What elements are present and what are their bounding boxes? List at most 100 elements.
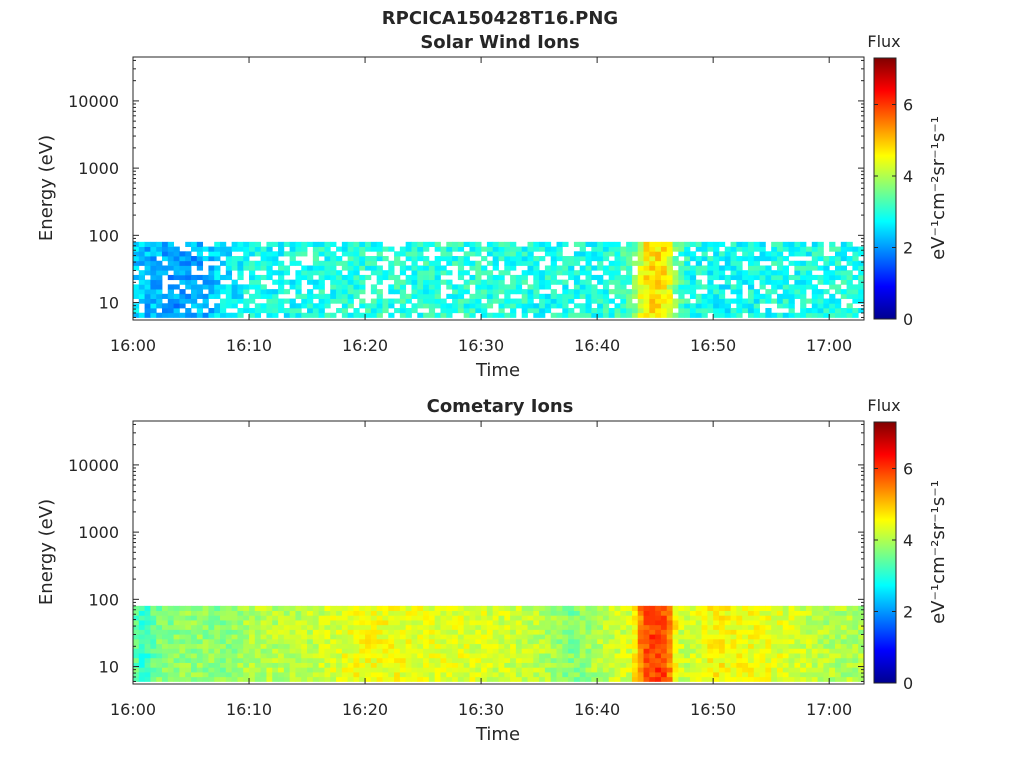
heatmap-cell	[463, 251, 470, 257]
heatmap-cell	[272, 279, 279, 285]
heatmap-cell	[318, 610, 325, 616]
heatmap-cell	[568, 638, 575, 645]
heatmap-cell	[614, 251, 621, 257]
heatmap-cell	[776, 638, 784, 645]
heatmap-cell	[301, 638, 308, 645]
heatmap-cell	[254, 274, 262, 281]
heatmap-cell	[249, 629, 256, 635]
heatmap-cell	[144, 246, 151, 252]
heatmap-cell	[591, 638, 598, 645]
heatmap-cell	[655, 251, 662, 257]
heatmap-cell	[394, 284, 401, 290]
heatmap-cell	[689, 643, 697, 649]
heatmap-cell	[208, 620, 215, 626]
heatmap-cell	[231, 289, 238, 295]
heatmap-cell	[701, 672, 708, 678]
heatmap-cell	[602, 289, 610, 295]
heatmap-cell	[318, 274, 325, 281]
heatmap-cell	[515, 303, 523, 309]
heatmap-cell	[579, 289, 586, 295]
heatmap-cell	[579, 662, 586, 668]
heatmap-cell	[695, 653, 702, 659]
heatmap-cell	[759, 662, 766, 668]
heatmap-cell	[440, 256, 447, 262]
heatmap-cell	[231, 629, 238, 635]
heatmap-cell	[336, 279, 343, 285]
heatmap-cell	[411, 624, 418, 630]
heatmap-cell	[220, 634, 227, 640]
heatmap-cell	[272, 643, 279, 649]
heatmap-cell	[527, 605, 534, 611]
figure-title: RPCICA150428T16.PNG	[382, 8, 618, 29]
heatmap-cell	[347, 638, 354, 645]
heatmap-cell	[295, 605, 302, 611]
heatmap-cell	[144, 634, 151, 640]
heatmap-cell	[684, 615, 691, 621]
heatmap-cell	[858, 293, 865, 299]
heatmap-cell	[550, 274, 557, 281]
heatmap-cell	[684, 312, 691, 318]
heatmap-cell	[510, 289, 517, 295]
heatmap-cell	[289, 615, 296, 621]
heatmap-cell	[179, 667, 186, 673]
heatmap-cell	[388, 672, 395, 678]
heatmap-cell	[666, 676, 673, 682]
heatmap-cell	[428, 624, 436, 630]
heatmap-cell	[713, 624, 720, 630]
heatmap-cell	[144, 303, 151, 309]
heatmap-cell	[475, 653, 482, 659]
heatmap-cell	[631, 653, 639, 659]
heatmap-cell	[144, 643, 151, 649]
heatmap-cell	[394, 615, 401, 621]
heatmap-cell	[765, 279, 772, 285]
heatmap-cell	[637, 648, 644, 654]
heatmap-cell	[289, 298, 296, 304]
heatmap-cell	[550, 648, 557, 654]
heatmap-cell	[510, 624, 517, 630]
heatmap-cell	[858, 629, 865, 635]
heatmap-cell	[249, 293, 256, 299]
heatmap-cell	[852, 605, 859, 611]
heatmap-cell	[411, 667, 418, 673]
heatmap-cell	[289, 260, 296, 266]
heatmap-cell	[411, 657, 418, 663]
heatmap-cell	[208, 246, 215, 252]
heatmap-cell	[278, 638, 285, 645]
heatmap-cell	[794, 246, 801, 252]
heatmap-cell	[266, 624, 273, 630]
heatmap-cell	[394, 662, 401, 668]
colorbar-tick-label: 0	[903, 310, 913, 329]
heatmap-cell	[220, 303, 227, 309]
heatmap-cell	[301, 667, 308, 673]
heatmap-cell	[695, 667, 702, 673]
heatmap-cell	[800, 629, 807, 635]
heatmap-cell	[782, 643, 789, 649]
heatmap-cell	[353, 274, 360, 281]
heatmap-cell	[527, 298, 534, 304]
heatmap-cell	[388, 312, 395, 318]
heatmap-cell	[457, 241, 465, 247]
heatmap-cell	[394, 260, 401, 266]
heatmap-cell	[179, 312, 186, 318]
heatmap-cell	[486, 246, 494, 252]
heatmap-cell	[527, 265, 534, 271]
heatmap-cell	[411, 260, 418, 266]
heatmap-cell	[620, 274, 627, 281]
heatmap-cell	[237, 662, 244, 668]
heatmap-cell	[643, 256, 650, 262]
heatmap-cell	[376, 648, 383, 654]
heatmap-cell	[295, 672, 302, 678]
heatmap-cell	[417, 615, 424, 621]
heatmap-cell	[527, 293, 534, 299]
heatmap-cell	[800, 653, 807, 659]
heatmap-cell	[133, 251, 140, 257]
heatmap-cell	[655, 634, 662, 640]
heatmap-cell	[341, 672, 349, 678]
heatmap-cell	[805, 672, 813, 678]
heatmap-cell	[788, 312, 795, 318]
heatmap-cell	[521, 643, 528, 649]
heatmap-cell	[620, 289, 627, 295]
heatmap-cell	[452, 672, 459, 678]
heatmap-cell	[260, 672, 267, 678]
heatmap-cell	[266, 303, 273, 309]
